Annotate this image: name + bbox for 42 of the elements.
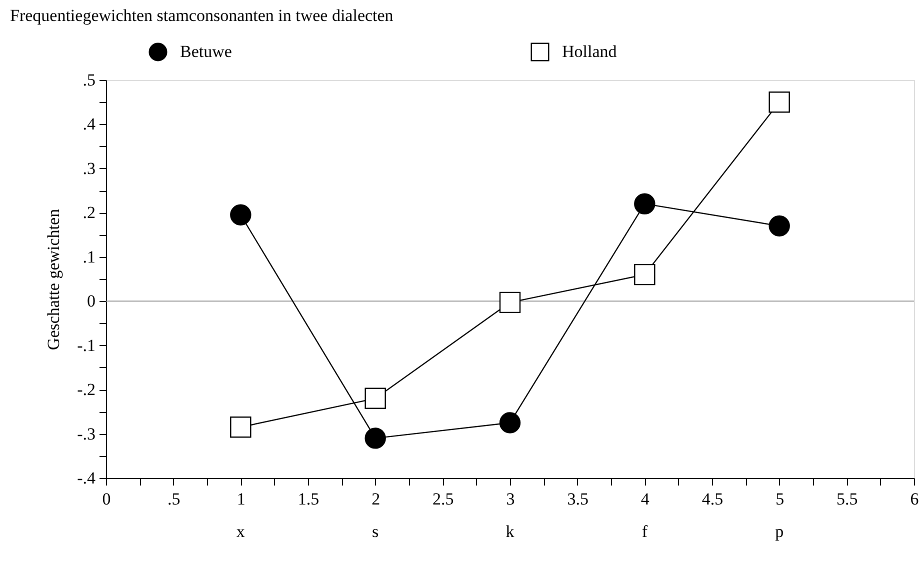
x-tick-label: 1 [236, 490, 246, 508]
y-tick-label: .5 [82, 70, 96, 90]
point [499, 412, 521, 434]
point [634, 264, 656, 286]
x-tick-label: 2.5 [432, 490, 454, 508]
text: p [775, 522, 784, 541]
x-tick-label: 0 [102, 490, 111, 508]
y-tick-label: .4 [82, 114, 96, 134]
point [499, 292, 521, 314]
y-tick-label: -.2 [77, 380, 96, 400]
point [768, 215, 790, 237]
x-tick-label: 4.5 [702, 490, 724, 508]
y-tick-label: .2 [82, 203, 96, 222]
chart-title: Frequentiegewichten stamconsonanten in twee dialecten [10, 6, 394, 25]
x-tick-label: 4 [640, 490, 650, 508]
y-tick-label: -.1 [77, 336, 96, 355]
x-tick-label: 1.5 [298, 490, 320, 508]
x-tick-label: 3 [506, 490, 515, 508]
text: f [642, 522, 648, 541]
point [768, 92, 790, 113]
y-tick-label: .1 [82, 247, 96, 266]
x-tick-label: .5 [167, 490, 180, 508]
point [364, 388, 386, 409]
text: k [506, 522, 515, 541]
y-tick-label: -.3 [77, 424, 96, 444]
x-tick-label: 5 [776, 490, 784, 508]
x-tick-label: 3.5 [567, 490, 588, 508]
y-axis-title: Geschatte gewichten [44, 208, 64, 350]
text: x [236, 522, 246, 541]
y-tick-label: -.4 [77, 468, 96, 488]
x-tick-label: 6 [910, 490, 919, 508]
x-tick-label: 5.5 [836, 490, 858, 508]
x-tick-label: 2 [372, 490, 380, 508]
point [230, 416, 252, 438]
y-tick-label: 0 [87, 292, 96, 311]
legend-label: Holland [562, 42, 618, 61]
y-tick-label: .3 [82, 158, 96, 178]
point [634, 193, 656, 214]
point [364, 428, 386, 449]
point [230, 204, 252, 226]
legend-label: Betuwe [180, 42, 232, 61]
text: s [372, 522, 379, 541]
